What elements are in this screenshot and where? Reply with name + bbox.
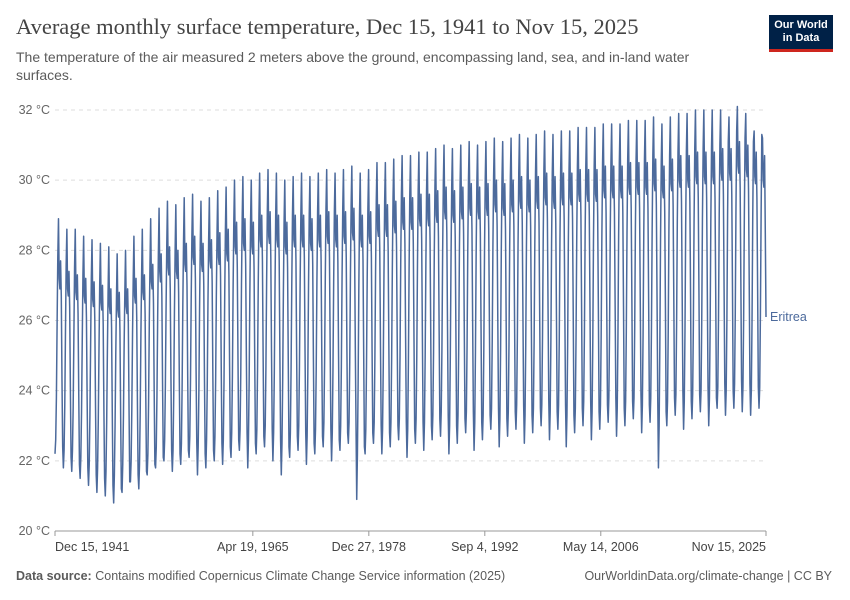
- source-text[interactable]: Contains modified Copernicus Climate Cha…: [95, 569, 506, 583]
- y-tick-label: 24 °C: [19, 384, 50, 398]
- series-label-eritrea[interactable]: Eritrea: [770, 310, 807, 324]
- logo-line-2: in Data: [782, 32, 820, 44]
- owid-logo[interactable]: Our World in Data: [769, 15, 833, 52]
- chart-subtitle: The temperature of the air measured 2 me…: [16, 49, 690, 83]
- y-tick-label: 28 °C: [19, 243, 50, 257]
- footer-attribution[interactable]: OurWorldinData.org/climate-change | CC B…: [584, 569, 832, 583]
- x-axis-ticks: Dec 15, 1941 Apr 19, 1965 Dec 27, 1978 Sep …: [54, 531, 767, 554]
- y-tick-label: 20 °C: [19, 524, 50, 538]
- x-tick-label: Dec 27, 1978: [332, 540, 406, 554]
- source-label: Data source:: [16, 569, 92, 583]
- x-tick-label: Apr 19, 1965: [217, 540, 289, 554]
- x-tick-label: Nov 15, 2025: [692, 540, 766, 554]
- x-tick-label: Dec 15, 1941: [55, 540, 129, 554]
- y-tick-label: 26 °C: [19, 314, 50, 328]
- y-tick-label: 30 °C: [19, 173, 50, 187]
- series-line-eritrea[interactable]: [54, 105, 767, 504]
- x-tick-label: Sep 4, 1992: [451, 540, 518, 554]
- footer-source: Data source: Contains modified Copernicu…: [16, 569, 505, 583]
- x-tick-label: May 14, 2006: [563, 540, 639, 554]
- logo-line-1: Our World: [774, 19, 828, 31]
- chart-title: Average monthly surface temperature, Dec…: [16, 14, 639, 39]
- y-axis-ticks: 20 °C 22 °C 24 °C 26 °C 28 °C 30 °C 32 °C: [19, 103, 50, 538]
- y-tick-label: 32 °C: [19, 103, 50, 117]
- y-tick-label: 22 °C: [19, 454, 50, 468]
